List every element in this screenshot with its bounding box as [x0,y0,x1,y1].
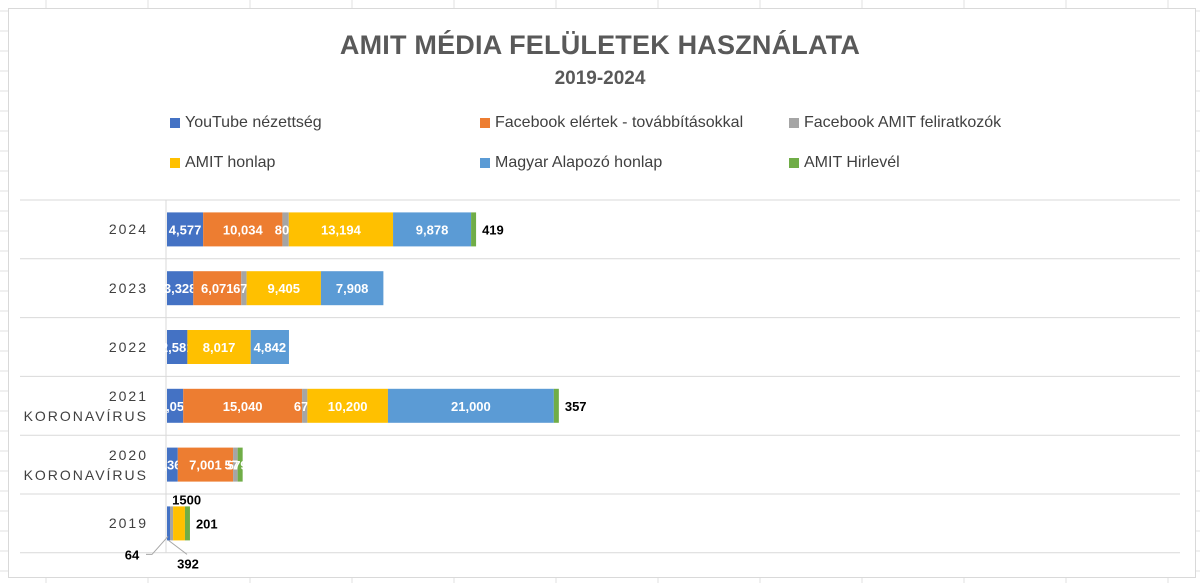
bar-segment[interactable] [177,447,234,482]
bar-segment[interactable] [302,388,308,423]
legend-swatch [170,118,180,128]
leader-line [168,540,188,555]
bar-segment[interactable] [553,388,559,423]
bar-segment[interactable] [250,330,289,364]
category-label-line: 2019 [108,515,148,532]
legend-label: YouTube nézettség [185,114,322,131]
data-label: 7,001 [189,458,222,473]
category-label: 2020 KORONAVÍRUS [24,445,148,485]
data-label: 7,908 [336,281,369,296]
data-label: 419 [482,222,504,237]
legend-label: AMIT honlap [185,154,276,171]
category-label-line: 2024 [108,221,148,238]
category-label-line: 2023 [108,280,148,297]
category-label: 2022 [109,337,148,357]
bar-segment[interactable] [173,506,185,541]
bar-segment[interactable] [167,212,204,247]
bar-segment[interactable] [183,388,303,423]
category-label-line: KORONAVÍRUS [23,466,148,483]
bar-segment[interactable] [246,271,321,306]
data-label: 9,878 [416,222,449,237]
bar-segment[interactable] [170,506,174,541]
chart-title: AMIT MÉDIA FELÜLETEK HASZNÁLATA [339,30,861,60]
bar-segment[interactable] [167,271,194,306]
data-label: 64 [125,547,140,562]
bar-segment[interactable] [241,271,247,306]
chart-area[interactable] [8,8,1196,578]
data-label: 4,577 [169,222,202,237]
data-label: 357 [565,399,587,414]
category-label-line: 2021 [108,387,148,404]
bar-segment[interactable] [233,447,238,482]
bar-segment[interactable] [167,330,188,364]
legend-swatch [789,158,799,168]
bar-segment[interactable] [184,506,190,541]
data-label: 6,071 [201,281,234,296]
bar-segment[interactable] [393,212,472,247]
data-label: 579 [227,459,247,473]
bar-segment[interactable] [193,271,242,306]
legend-swatch [170,158,180,168]
data-label: 201 [196,516,218,531]
data-label: 1500 [172,492,201,507]
category-label-line: 2022 [108,339,148,355]
legend-item: AMIT honlap [170,154,275,172]
bar-segment[interactable] [320,271,384,306]
legend-swatch [789,118,799,128]
data-label: 8,017 [203,340,236,355]
legend-swatch [480,158,490,168]
data-label: 15,040 [223,399,263,414]
category-label-line: KORONAVÍRUS [23,407,148,424]
category-label-line: 2020 [108,446,148,463]
category-label: 2024 [109,219,148,239]
data-label: 392 [177,556,199,571]
data-label: 3,328 [164,281,197,296]
data-label: 10,200 [328,399,368,414]
category-label: 2023 [109,278,148,298]
data-label: 9,405 [267,281,300,296]
bar-segment[interactable] [237,447,243,482]
data-label: 10,034 [223,222,264,237]
legend-item: Facebook AMIT feliratkozók [789,114,1001,132]
bar-segment[interactable] [187,330,251,364]
legend-label: Magyar Alapozó honlap [495,154,663,171]
legend-item: AMIT Hirlevél [789,154,900,172]
bar-segment[interactable] [387,388,554,423]
legend-label: Facebook AMIT feliratkozók [804,114,1002,131]
bar-segment[interactable] [203,212,283,247]
category-label: 2019 [109,513,148,533]
legend-item: YouTube nézettség [170,114,322,132]
data-label: 4,842 [254,340,287,355]
legend-label: AMIT Hirlevél [804,154,900,171]
bar-segment[interactable] [471,212,477,247]
leader-line [146,536,169,555]
legend-item: Magyar Alapozó honlap [480,154,662,172]
legend-label: Facebook elértek - továbbításokkal [495,114,744,131]
legend-swatch [480,118,490,128]
data-label: 13,194 [321,222,362,237]
legend-item: Facebook elértek - továbbításokkal [480,114,743,132]
bar-segment[interactable] [282,212,289,247]
bar-segment[interactable] [167,388,184,423]
bar-segment[interactable] [167,506,170,541]
category-label: 2021 KORONAVÍRUS [24,386,148,426]
data-label: 2,581 [161,340,194,355]
bar-segment[interactable] [288,212,394,247]
chart-subtitle: 2019-2024 [554,68,646,89]
data-label: 21,000 [451,399,491,414]
bar-segment[interactable] [307,388,388,423]
bar-segment[interactable] [167,447,178,482]
